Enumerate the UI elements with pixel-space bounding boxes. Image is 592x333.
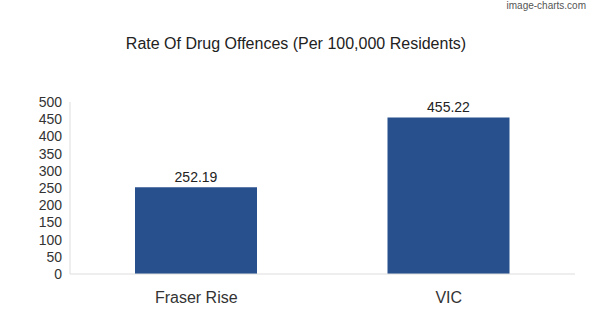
svg-text:500: 500 xyxy=(39,94,63,110)
svg-text:250: 250 xyxy=(39,180,63,196)
html-text:image-charts.com: image-charts.com xyxy=(506,0,586,11)
html-text:Rate Of Drug Offences (Per 100: Rate Of Drug Offences (Per 100,000 Resid… xyxy=(125,35,467,52)
svg-text:300: 300 xyxy=(39,163,63,179)
svg-text:100: 100 xyxy=(39,232,63,248)
svg-text:200: 200 xyxy=(39,197,63,213)
svg-text:150: 150 xyxy=(39,214,63,230)
svg-text:50: 50 xyxy=(46,249,62,265)
svg-text:Fraser Rise: Fraser Rise xyxy=(155,289,238,306)
svg-text:455.22: 455.22 xyxy=(427,99,470,115)
svg-text:0: 0 xyxy=(54,266,62,282)
svg-text:350: 350 xyxy=(39,146,63,162)
svg-text:252.19: 252.19 xyxy=(175,169,218,185)
svg-text:400: 400 xyxy=(39,128,63,144)
svg-text:450: 450 xyxy=(39,111,63,127)
svg-text:VIC: VIC xyxy=(435,289,462,306)
